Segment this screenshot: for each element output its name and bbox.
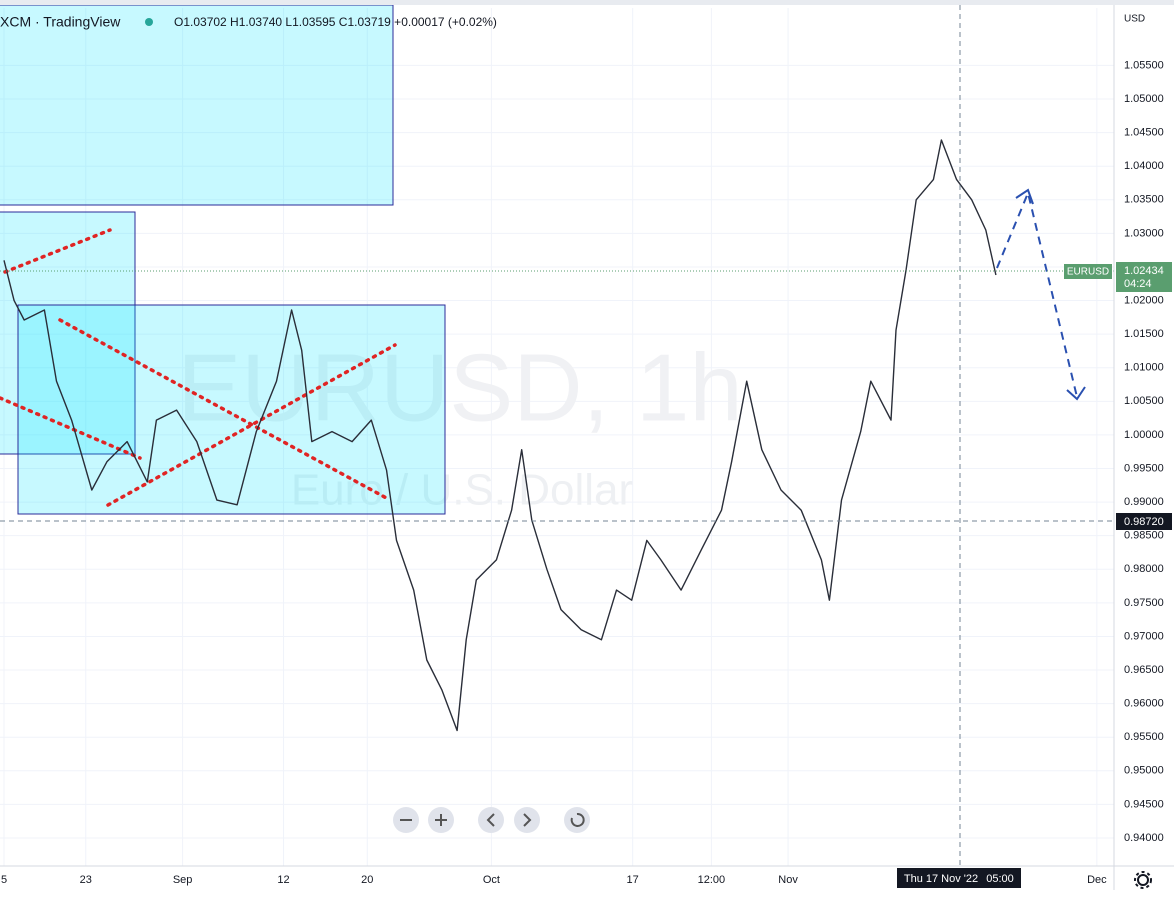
x-tick-label: Nov	[778, 874, 798, 886]
watermark: EURUSD, 1h	[177, 334, 743, 441]
watermark-sub: Euro / U.S. Dollar	[291, 466, 633, 515]
axes: 0.94000 0.94500 0.95000 0.95500 0.96000 0.965…	[1, 59, 1164, 886]
y-tick-label: 1.05000	[1124, 93, 1164, 105]
x-tick-label: Sep	[173, 874, 193, 886]
scroll-left-button[interactable]	[478, 807, 504, 833]
crosshair-price-box	[1116, 513, 1172, 530]
x-tick-label: 23	[80, 874, 92, 886]
crosshair-date-box	[897, 868, 1021, 888]
ohlc: O1.03702 H1.03740 L1.03595 C1.03719 +0.0…	[174, 15, 497, 29]
price-line	[3, 139, 997, 732]
last-price-box	[1116, 262, 1172, 292]
x-tick-label: 20	[361, 874, 373, 886]
y-tick-label: 0.98000	[1124, 563, 1164, 575]
x-tick-label: 12:00	[698, 874, 726, 886]
y-tick-label: 0.98500	[1124, 530, 1164, 542]
x-tick-label: 17	[627, 874, 639, 886]
y-tick-label: 1.01000	[1124, 362, 1164, 374]
y-tick-label: 0.94500	[1124, 798, 1164, 810]
plot	[3, 139, 997, 732]
toolbar	[393, 807, 590, 833]
arrow-head	[1015, 188, 1034, 205]
y-tick-label: 1.00000	[1124, 429, 1164, 441]
y-tick-label: 1.05500	[1124, 59, 1164, 71]
x-tick-label: 5	[1, 874, 7, 886]
rectangle[interactable]	[17, 304, 446, 515]
trend-line[interactable]	[0, 396, 142, 460]
trend-line[interactable]	[3, 228, 112, 274]
y-tick-label: 0.96000	[1124, 698, 1164, 710]
y-tick-label: 1.03500	[1124, 194, 1164, 206]
y-tick-label: 0.99500	[1124, 462, 1164, 474]
y-tick-label: 0.94000	[1124, 832, 1164, 844]
rectangle[interactable]	[0, 211, 136, 455]
symbol: XCM · TradingView	[0, 14, 121, 30]
crosshair-date: Thu 17 Nov '22	[904, 873, 978, 885]
x-tick-label: Dec	[1087, 874, 1107, 886]
y-tick-label: 1.00500	[1124, 395, 1164, 407]
y-tick-label: 0.96500	[1124, 664, 1164, 676]
countdown: 04:24	[1124, 278, 1152, 290]
crosshair-time: 05:00	[986, 873, 1014, 885]
scroll-right-button[interactable]	[514, 807, 540, 833]
y-tick-label: 0.95500	[1124, 731, 1164, 743]
y-tick-label: 1.01500	[1124, 328, 1164, 340]
rectangle[interactable]	[0, 4, 394, 206]
y-tick-label: 0.95000	[1124, 765, 1164, 777]
reset-button[interactable]	[564, 807, 590, 833]
currency[interactable]: USD	[1124, 14, 1145, 25]
y-tick-label: 0.97000	[1124, 630, 1164, 642]
grid	[0, 8, 1114, 866]
y-tick-label: 0.97500	[1124, 597, 1164, 609]
status-dot	[145, 18, 153, 26]
y-tick-label: 1.02000	[1124, 294, 1164, 306]
price-tag-box	[1064, 264, 1112, 279]
top-border	[0, 0, 1174, 5]
x-tick-label: Oct	[483, 874, 500, 886]
y-tick-label: 1.04500	[1124, 127, 1164, 139]
trend-line[interactable]	[106, 343, 397, 507]
drawings	[0, 4, 1086, 515]
crosshair-price: 0.98720	[1124, 516, 1164, 528]
trend-line[interactable]	[58, 318, 392, 502]
settings-icon[interactable]	[1134, 871, 1152, 889]
price-tag: EURUSD	[1067, 267, 1109, 278]
x-tick-label: 12	[277, 874, 289, 886]
y-tick-label: 0.99000	[1124, 496, 1164, 508]
last-price: 1.02434	[1124, 265, 1164, 277]
arrow-head	[1066, 386, 1086, 401]
y-tick-label: 1.03000	[1124, 227, 1164, 239]
y-tick-label: 1.04000	[1124, 160, 1164, 172]
